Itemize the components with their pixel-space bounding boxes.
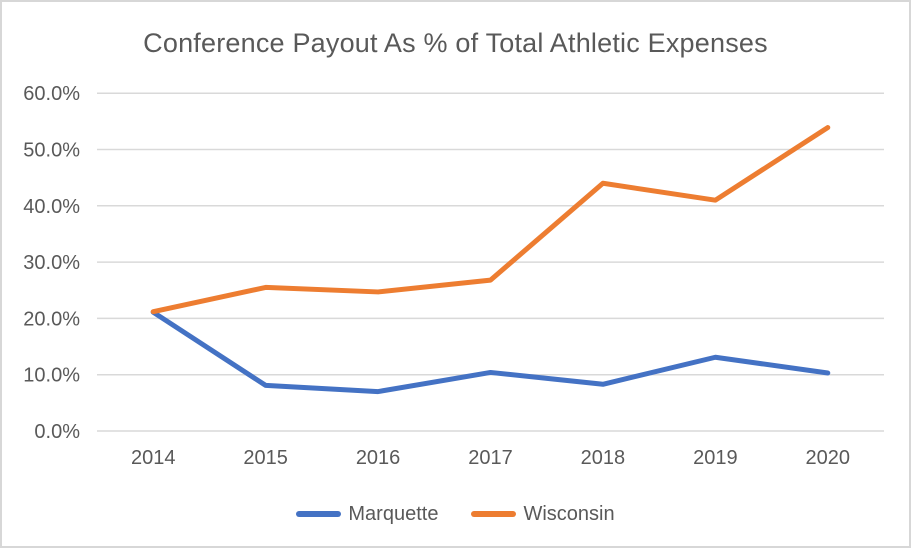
y-tick-label: 10.0% (23, 365, 80, 387)
series-line-marquette (150, 309, 831, 395)
y-tick-label: 50.0% (23, 140, 80, 162)
x-tick-label: 2018 (581, 447, 626, 469)
y-tick-label: 40.0% (23, 196, 80, 218)
x-tick-label: 2017 (468, 447, 513, 469)
x-tick-label: 2016 (356, 447, 401, 469)
x-tick-label: 2014 (131, 447, 176, 469)
x-tick-label: 2019 (693, 447, 738, 469)
y-tick-label: 30.0% (23, 252, 80, 274)
series-line-wisconsin (150, 125, 831, 315)
legend-label-marquette: Marquette (348, 502, 439, 525)
legend-item-marquette: Marquette (296, 503, 438, 526)
y-tick-label: 20.0% (23, 308, 80, 330)
x-tick-label: 2020 (806, 447, 851, 469)
legend-label-wisconsin: Wisconsin (523, 502, 615, 525)
legend-item-wisconsin: Wisconsin (471, 502, 615, 526)
chart-legend: Marquette Wisconsin (2, 499, 909, 529)
y-tick-label: 0.0% (34, 421, 80, 443)
marquette-line-swatch-icon (296, 511, 342, 517)
x-tick-label: 2015 (243, 447, 288, 469)
y-tick-label: 60.0% (23, 83, 80, 105)
wisconsin-line-swatch-icon (471, 511, 517, 517)
chart-title: Conference Payout As % of Total Athletic… (143, 28, 768, 58)
